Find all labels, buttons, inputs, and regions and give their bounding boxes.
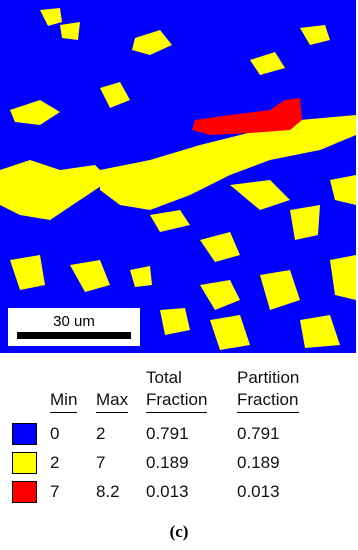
table-cell: 2 bbox=[96, 424, 106, 443]
table-cell: 0.189 bbox=[237, 453, 280, 472]
table-cell: 2 bbox=[50, 453, 60, 472]
table-cell: 0.791 bbox=[146, 424, 189, 443]
table-cell: 7 bbox=[50, 482, 60, 501]
color-swatch bbox=[12, 481, 37, 503]
scale-bar-label: 30 um bbox=[53, 313, 95, 330]
table-cell: 0.013 bbox=[237, 482, 280, 501]
phase-map: 30 um bbox=[0, 0, 356, 353]
table-cell: 0.791 bbox=[237, 424, 280, 443]
color-swatch bbox=[12, 423, 37, 445]
column-header: Min bbox=[50, 389, 78, 413]
table-cell: 0 bbox=[50, 424, 60, 443]
table-cell: 8.2 bbox=[96, 482, 120, 501]
caption: (c) bbox=[169, 522, 189, 541]
color-swatch bbox=[12, 452, 37, 474]
table-cell: 0.013 bbox=[146, 482, 189, 501]
column-header: Partition Fraction bbox=[237, 367, 300, 413]
column-header: Max bbox=[96, 389, 129, 413]
table-cell: 0.189 bbox=[146, 453, 189, 472]
column-header: Total Fraction bbox=[146, 367, 207, 413]
table-cell: 7 bbox=[96, 453, 106, 472]
